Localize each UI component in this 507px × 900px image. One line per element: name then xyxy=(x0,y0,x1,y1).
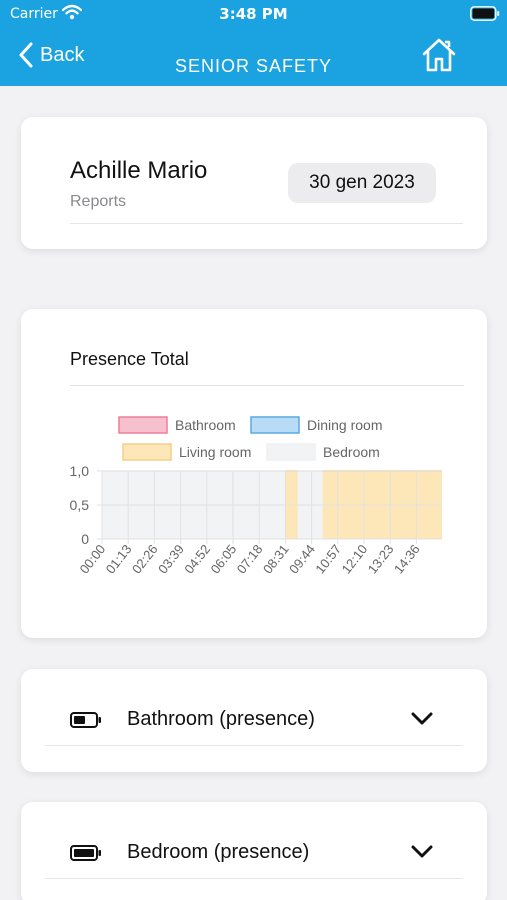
x-tick-label: 08:31 xyxy=(260,542,292,577)
x-tick-label: 04:52 xyxy=(181,542,213,577)
chevron-down-icon[interactable] xyxy=(411,711,433,727)
x-tick-label: 01:13 xyxy=(103,542,135,577)
x-tick-label: 14:36 xyxy=(391,542,423,577)
legend-swatch xyxy=(250,416,300,434)
bedroom-presence-section[interactable]: Bedroom (presence) xyxy=(21,802,487,900)
date-picker-button[interactable]: 30 gen 2023 xyxy=(288,163,436,203)
profile-card: Achille Mario Reports 30 gen 2023 xyxy=(21,117,487,249)
presence-chart: Bathroom Dining room Living room Bedroom 1,0… xyxy=(70,416,442,577)
back-button[interactable]: Back xyxy=(18,40,84,70)
y-tick-label: 0 xyxy=(81,531,89,547)
legend-label: Dining room xyxy=(307,417,382,433)
chart-title: Presence Total xyxy=(70,349,189,369)
legend-label: Bedroom xyxy=(323,444,380,460)
legend-swatch xyxy=(266,443,316,461)
divider xyxy=(70,385,464,386)
legend-swatch xyxy=(122,443,172,461)
x-tick-label: 07:18 xyxy=(234,542,266,577)
y-tick-label: 0,5 xyxy=(70,497,90,513)
divider xyxy=(45,878,463,879)
battery-half-icon xyxy=(70,712,101,728)
x-tick-label: 13:23 xyxy=(365,542,397,577)
battery-full-icon xyxy=(70,845,101,861)
reports-subtitle: Reports xyxy=(70,193,127,210)
section-label: Bedroom (presence) xyxy=(127,841,310,863)
chevron-down-icon[interactable] xyxy=(411,844,433,860)
page-title: SENIOR SAFETY xyxy=(174,56,333,76)
x-tick-label: 06:05 xyxy=(208,542,240,577)
legend-label: Living room xyxy=(179,444,251,460)
wifi-icon xyxy=(62,4,82,20)
divider xyxy=(70,223,463,224)
status-bar: Carrier 3:48 PM xyxy=(0,0,507,28)
battery-icon xyxy=(470,6,500,21)
presence-chart-card: Presence Total Bathroom Dining room Living… xyxy=(21,309,487,638)
x-tick-label: 10:57 xyxy=(312,542,344,577)
legend-label: Bathroom xyxy=(175,417,236,433)
x-tick-label: 12:10 xyxy=(339,542,371,577)
section-label: Bathroom (presence) xyxy=(127,708,315,730)
divider xyxy=(45,745,463,746)
legend-swatch xyxy=(118,416,168,434)
navigation-bar: Back SENIOR SAFETY xyxy=(0,28,507,86)
carrier-label: Carrier xyxy=(10,6,58,22)
bathroom-presence-section[interactable]: Bathroom (presence) xyxy=(21,669,487,772)
x-tick-label: 09:44 xyxy=(286,542,318,577)
x-tick-label: 03:39 xyxy=(155,542,187,577)
back-label: Back xyxy=(40,43,85,66)
y-tick-label: 1,0 xyxy=(70,463,90,479)
chevron-left-icon xyxy=(19,42,33,68)
x-tick-label: 02:26 xyxy=(129,542,161,577)
home-icon[interactable] xyxy=(420,36,458,74)
clock: 3:48 PM xyxy=(219,5,288,23)
patient-name: Achille Mario xyxy=(70,157,208,184)
